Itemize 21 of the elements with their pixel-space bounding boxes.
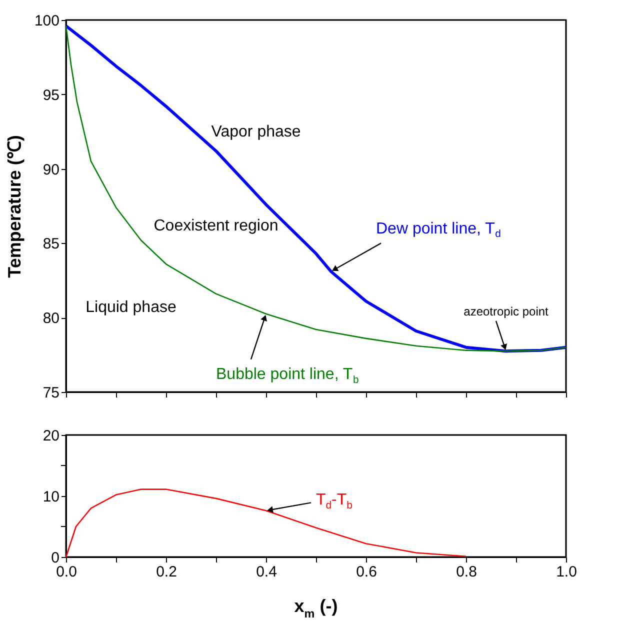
y-tick-label: 0 bbox=[51, 550, 60, 566]
x-tick-label: 0.8 bbox=[456, 564, 477, 580]
x-tick-label: 1.0 bbox=[556, 564, 577, 580]
x-tick-label: 0.4 bbox=[256, 564, 277, 580]
x-tick-label: 0.6 bbox=[356, 564, 377, 580]
y-tick-label: 75 bbox=[42, 384, 60, 402]
x-tick-label: 0.2 bbox=[156, 564, 177, 580]
y-tick-label: 90 bbox=[42, 161, 60, 178]
y-tick-label: 95 bbox=[42, 86, 60, 104]
y-tick-label: 85 bbox=[42, 236, 60, 253]
line-series bbox=[65, 488, 467, 558]
y-tick-label: 10 bbox=[42, 488, 60, 506]
y-axis-title: Temperature (℃) bbox=[4, 135, 24, 278]
y-tick-label: 20 bbox=[42, 428, 60, 444]
annotation: azeotropic point bbox=[464, 304, 550, 319]
annotation: Liquid phase bbox=[86, 299, 176, 316]
y-tick-label: 100 bbox=[34, 12, 60, 30]
y-tick-label: 80 bbox=[42, 310, 60, 328]
annotation: Coexistent region bbox=[154, 217, 278, 234]
annotation: Vapor phase bbox=[211, 124, 301, 141]
x-tick-label: 0.0 bbox=[56, 564, 77, 580]
